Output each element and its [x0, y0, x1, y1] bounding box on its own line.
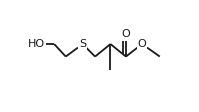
- Text: S: S: [79, 39, 86, 49]
- Text: O: O: [138, 39, 146, 49]
- Text: HO: HO: [28, 39, 45, 49]
- Text: O: O: [122, 29, 130, 39]
